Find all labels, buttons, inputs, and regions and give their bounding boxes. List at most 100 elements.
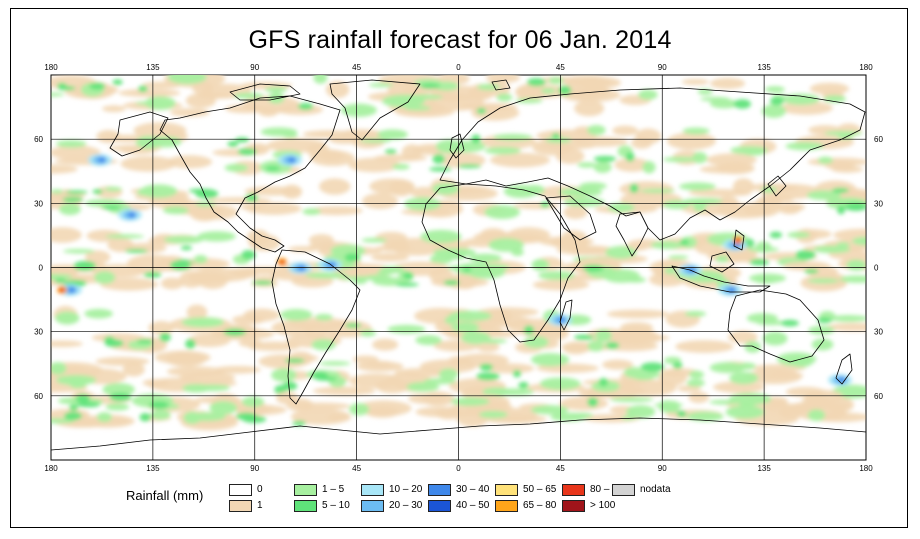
rain-cell <box>352 355 379 364</box>
rain-cell <box>574 334 594 341</box>
rain-cell <box>587 397 599 407</box>
rain-cell <box>531 259 550 271</box>
rain-cell <box>666 132 717 150</box>
rain-cell <box>493 133 533 141</box>
lon-tick-label-top: 45 <box>352 63 361 72</box>
rain-cell <box>429 166 452 172</box>
rain-cell <box>780 319 799 327</box>
rain-cell <box>279 260 285 264</box>
rain-cell <box>538 270 575 280</box>
rain-cell <box>402 272 414 280</box>
rain-cell <box>675 340 734 353</box>
rain-cell <box>739 401 755 408</box>
rain-cell <box>154 350 211 365</box>
rain-cell <box>451 321 480 333</box>
rain-cell <box>710 77 746 89</box>
rain-cell <box>591 380 620 392</box>
rain-cell <box>540 88 556 94</box>
rain-cell <box>428 269 455 283</box>
rain-cell <box>779 101 833 115</box>
rain-cell <box>635 128 662 145</box>
rain-cell <box>482 387 512 397</box>
lon-tick-label-bottom: 45 <box>352 464 361 473</box>
rain-cell <box>749 258 770 266</box>
rain-cell <box>679 239 690 246</box>
rain-cell <box>419 83 441 89</box>
rain-cell <box>558 187 603 197</box>
rain-cell <box>344 323 362 328</box>
rain-cell <box>122 362 145 377</box>
rain-cell <box>360 329 376 337</box>
rain-cell <box>207 197 272 204</box>
rain-cell <box>260 127 298 137</box>
rain-cell <box>515 98 543 104</box>
rain-cell <box>806 190 842 201</box>
rain-cell <box>245 202 302 215</box>
philippines-outline <box>733 229 745 251</box>
rain-cell <box>374 245 412 252</box>
rain-cell <box>227 141 239 148</box>
rain-cell <box>150 409 171 420</box>
rain-cell <box>620 322 654 333</box>
legend-swatch <box>229 484 252 496</box>
lon-tick-label-bottom: 135 <box>757 464 771 473</box>
rain-cell <box>476 372 500 381</box>
rain-cell <box>105 234 145 239</box>
rain-cell <box>139 413 151 422</box>
rain-cell <box>744 341 761 353</box>
rain-cell <box>512 369 522 378</box>
rain-cell <box>681 78 709 85</box>
rain-cell <box>188 188 210 193</box>
rain-cell <box>162 206 189 215</box>
rain-cell <box>484 146 521 155</box>
coastlines <box>51 79 866 451</box>
rain-cell <box>252 280 274 285</box>
rain-cell <box>626 405 656 419</box>
lon-tick-label-bottom: 180 <box>44 464 58 473</box>
legend-swatch <box>361 484 384 496</box>
rain-cell <box>555 148 585 164</box>
rain-cell <box>167 75 207 85</box>
rain-cell <box>587 340 605 352</box>
legend-swatch <box>361 500 384 512</box>
rain-cell <box>302 130 354 139</box>
rain-cell <box>558 85 572 96</box>
rain-cell <box>439 152 486 168</box>
rain-cell <box>563 197 606 207</box>
rain-cell <box>401 208 451 216</box>
rain-cell <box>715 255 729 263</box>
legend-label: > 100 <box>590 500 616 511</box>
rain-cell <box>384 149 397 155</box>
rain-cell <box>290 408 351 425</box>
rain-cell <box>679 182 716 191</box>
rain-cell <box>232 314 265 325</box>
rain-cell <box>392 163 410 170</box>
rain-cell <box>280 309 313 321</box>
rain-cell <box>144 96 176 110</box>
rain-cell <box>640 370 661 379</box>
rain-cell <box>213 365 262 374</box>
lon-tick-label-bottom: 90 <box>658 464 667 473</box>
rain-cell <box>238 404 287 415</box>
legend-label: 65 – 80 <box>523 500 557 511</box>
rain-cell <box>371 252 410 262</box>
legend-label: 50 – 65 <box>523 484 557 495</box>
rain-cell <box>109 392 132 402</box>
rain-cell <box>69 404 79 411</box>
legend-swatch <box>495 500 518 512</box>
rain-cell <box>629 183 639 193</box>
rain-cell <box>55 311 80 325</box>
rain-cell <box>577 162 597 168</box>
rain-cell <box>51 189 64 194</box>
eurasia-outline <box>439 87 866 241</box>
rain-cell <box>485 75 521 84</box>
rain-cell <box>312 371 329 380</box>
rain-cell <box>450 397 490 406</box>
rain-cell <box>264 86 288 93</box>
rain-cell <box>478 410 508 419</box>
rain-cell <box>104 336 115 346</box>
indonesia-outline <box>671 265 771 293</box>
rain-cell <box>58 203 81 216</box>
rain-cell <box>811 338 834 351</box>
